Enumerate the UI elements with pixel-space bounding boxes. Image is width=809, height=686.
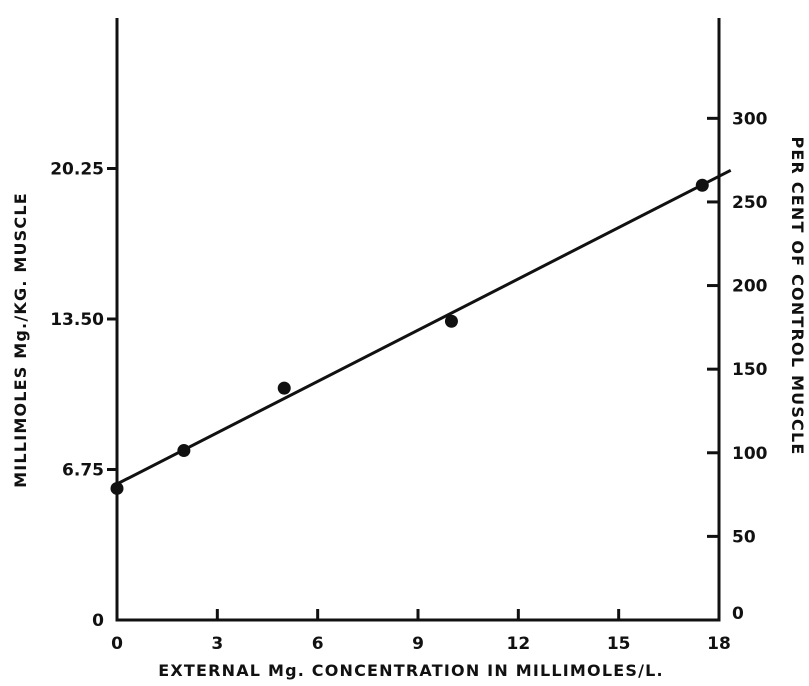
fit-line xyxy=(116,168,732,486)
y-left-ticks: 0 6.75 13.50 20.25 xyxy=(50,160,117,631)
plot-frame xyxy=(115,18,721,622)
x-tick-label: 18 xyxy=(707,634,731,654)
data-point xyxy=(110,481,124,495)
x-tick-label: 9 xyxy=(412,634,424,654)
y-right-tick-label: 200 xyxy=(732,277,768,297)
y-left-tick-label: 0 xyxy=(92,611,104,631)
x-tick-label: 6 xyxy=(312,634,324,654)
data-point xyxy=(695,178,709,192)
x-ticks: 0 3 6 9 12 15 18 xyxy=(111,609,731,654)
y-left-tick-label: 6.75 xyxy=(62,461,104,481)
y-right-axis-title: PER CENT OF CONTROL MUSCLE xyxy=(788,136,807,455)
data-point xyxy=(177,444,191,458)
fit-line-group xyxy=(116,168,732,486)
y-right-tick-label: 0 xyxy=(732,604,744,624)
x-tick-label: 3 xyxy=(211,634,223,654)
y-right-tick-label: 100 xyxy=(732,444,768,464)
y-right-tick-label: 300 xyxy=(732,109,768,129)
y-right-tick-label: 50 xyxy=(732,527,756,547)
y-left-tick-label: 13.50 xyxy=(50,310,104,330)
x-tick-label: 0 xyxy=(111,634,123,654)
data-point xyxy=(277,381,291,395)
y-right-tick-label: 250 xyxy=(732,193,768,213)
y-left-axis-title: MILLIMOLES Mg./KG. MUSCLE xyxy=(11,192,30,488)
x-tick-label: 12 xyxy=(506,634,530,654)
data-points xyxy=(110,178,709,495)
y-left-tick-label: 20.25 xyxy=(50,160,104,180)
y-right-tick-label: 150 xyxy=(732,360,768,380)
y-right-ticks: 0 50 100 150 200 250 300 xyxy=(707,109,768,624)
x-axis-title: EXTERNAL Mg. CONCENTRATION IN MILLIMOLES… xyxy=(158,661,664,680)
data-point xyxy=(444,314,458,328)
x-tick-label: 15 xyxy=(607,634,631,654)
